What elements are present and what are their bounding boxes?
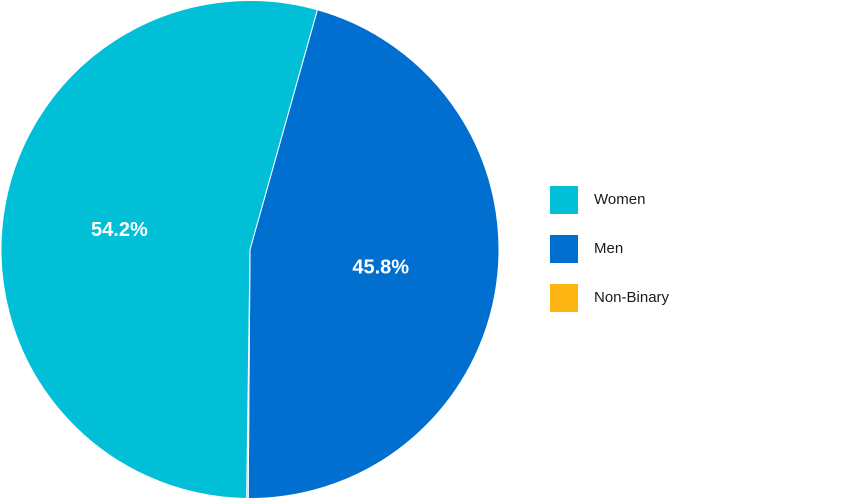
slice-value-label: 45.8% <box>352 256 409 278</box>
pie-slice-women <box>0 0 318 499</box>
pie-slice-labels: 45.8% 54.2% <box>91 219 409 278</box>
slice-value-label: 54.2% <box>91 219 148 241</box>
legend-swatch <box>550 235 578 263</box>
pie-slice-men <box>247 9 500 499</box>
pie-slices <box>0 0 500 499</box>
legend-label: Non-Binary <box>594 289 670 306</box>
legend: Women Men Non-Binary <box>550 186 670 312</box>
legend-label: Men <box>594 240 623 257</box>
legend-swatch <box>550 186 578 214</box>
legend-swatch <box>550 284 578 312</box>
legend-label: Women <box>594 191 645 208</box>
